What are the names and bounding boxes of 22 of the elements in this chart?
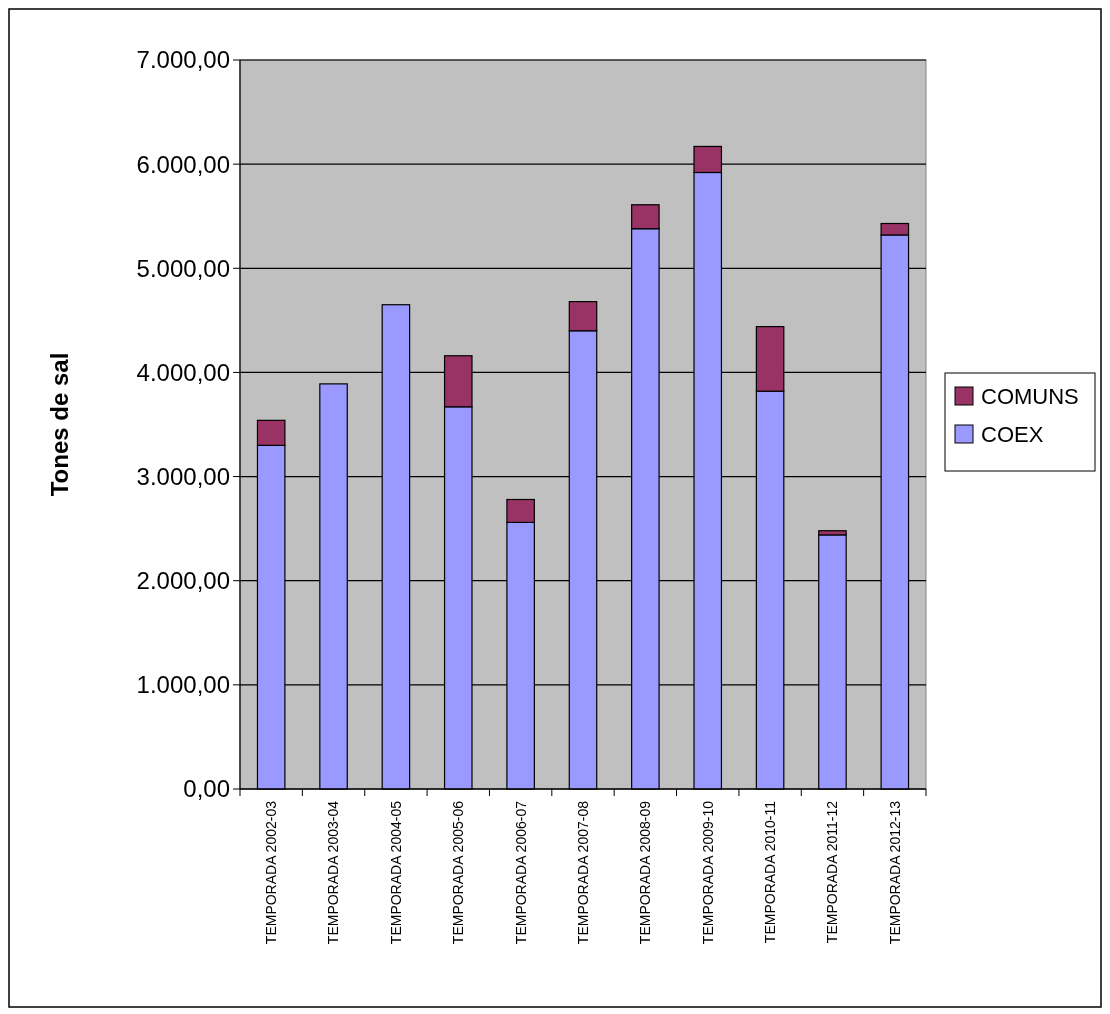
y-tick-label: 1.000,00 (136, 671, 230, 699)
legend-label: COMUNS (981, 383, 1079, 409)
y-axis-title: Tones de sal (46, 352, 73, 497)
x-tick-label: TEMPORADA 2003-04 (325, 800, 342, 945)
x-tick-label: TEMPORADA 2006-07 (512, 800, 529, 945)
x-tick-label: TEMPORADA 2008-09 (637, 800, 654, 945)
y-tick-label: 0,00 (183, 775, 230, 803)
x-tick-label: TEMPORADA 2007-08 (574, 800, 591, 945)
y-tick-label: 6.000,00 (136, 150, 230, 178)
legend-label: COEX (981, 421, 1044, 447)
x-tick-label: TEMPORADA 2002-03 (263, 800, 280, 945)
x-tick-label: TEMPORADA 2010-11 (761, 800, 778, 944)
y-tick-label: 5.000,00 (136, 254, 230, 282)
x-tick-label: TEMPORADA 2011-12 (824, 800, 841, 944)
y-tick-label: 2.000,00 (136, 567, 230, 595)
x-tick-label: TEMPORADA 2012-13 (886, 800, 903, 945)
y-tick-label: 3.000,00 (136, 462, 230, 490)
y-tick-label: 4.000,00 (136, 358, 230, 386)
x-tick-label: TEMPORADA 2004-05 (387, 800, 404, 945)
y-tick-label: 7.000,00 (136, 46, 230, 74)
x-tick-label: TEMPORADA 2009-10 (699, 800, 716, 945)
x-tick-label: TEMPORADA 2005-06 (450, 800, 467, 945)
